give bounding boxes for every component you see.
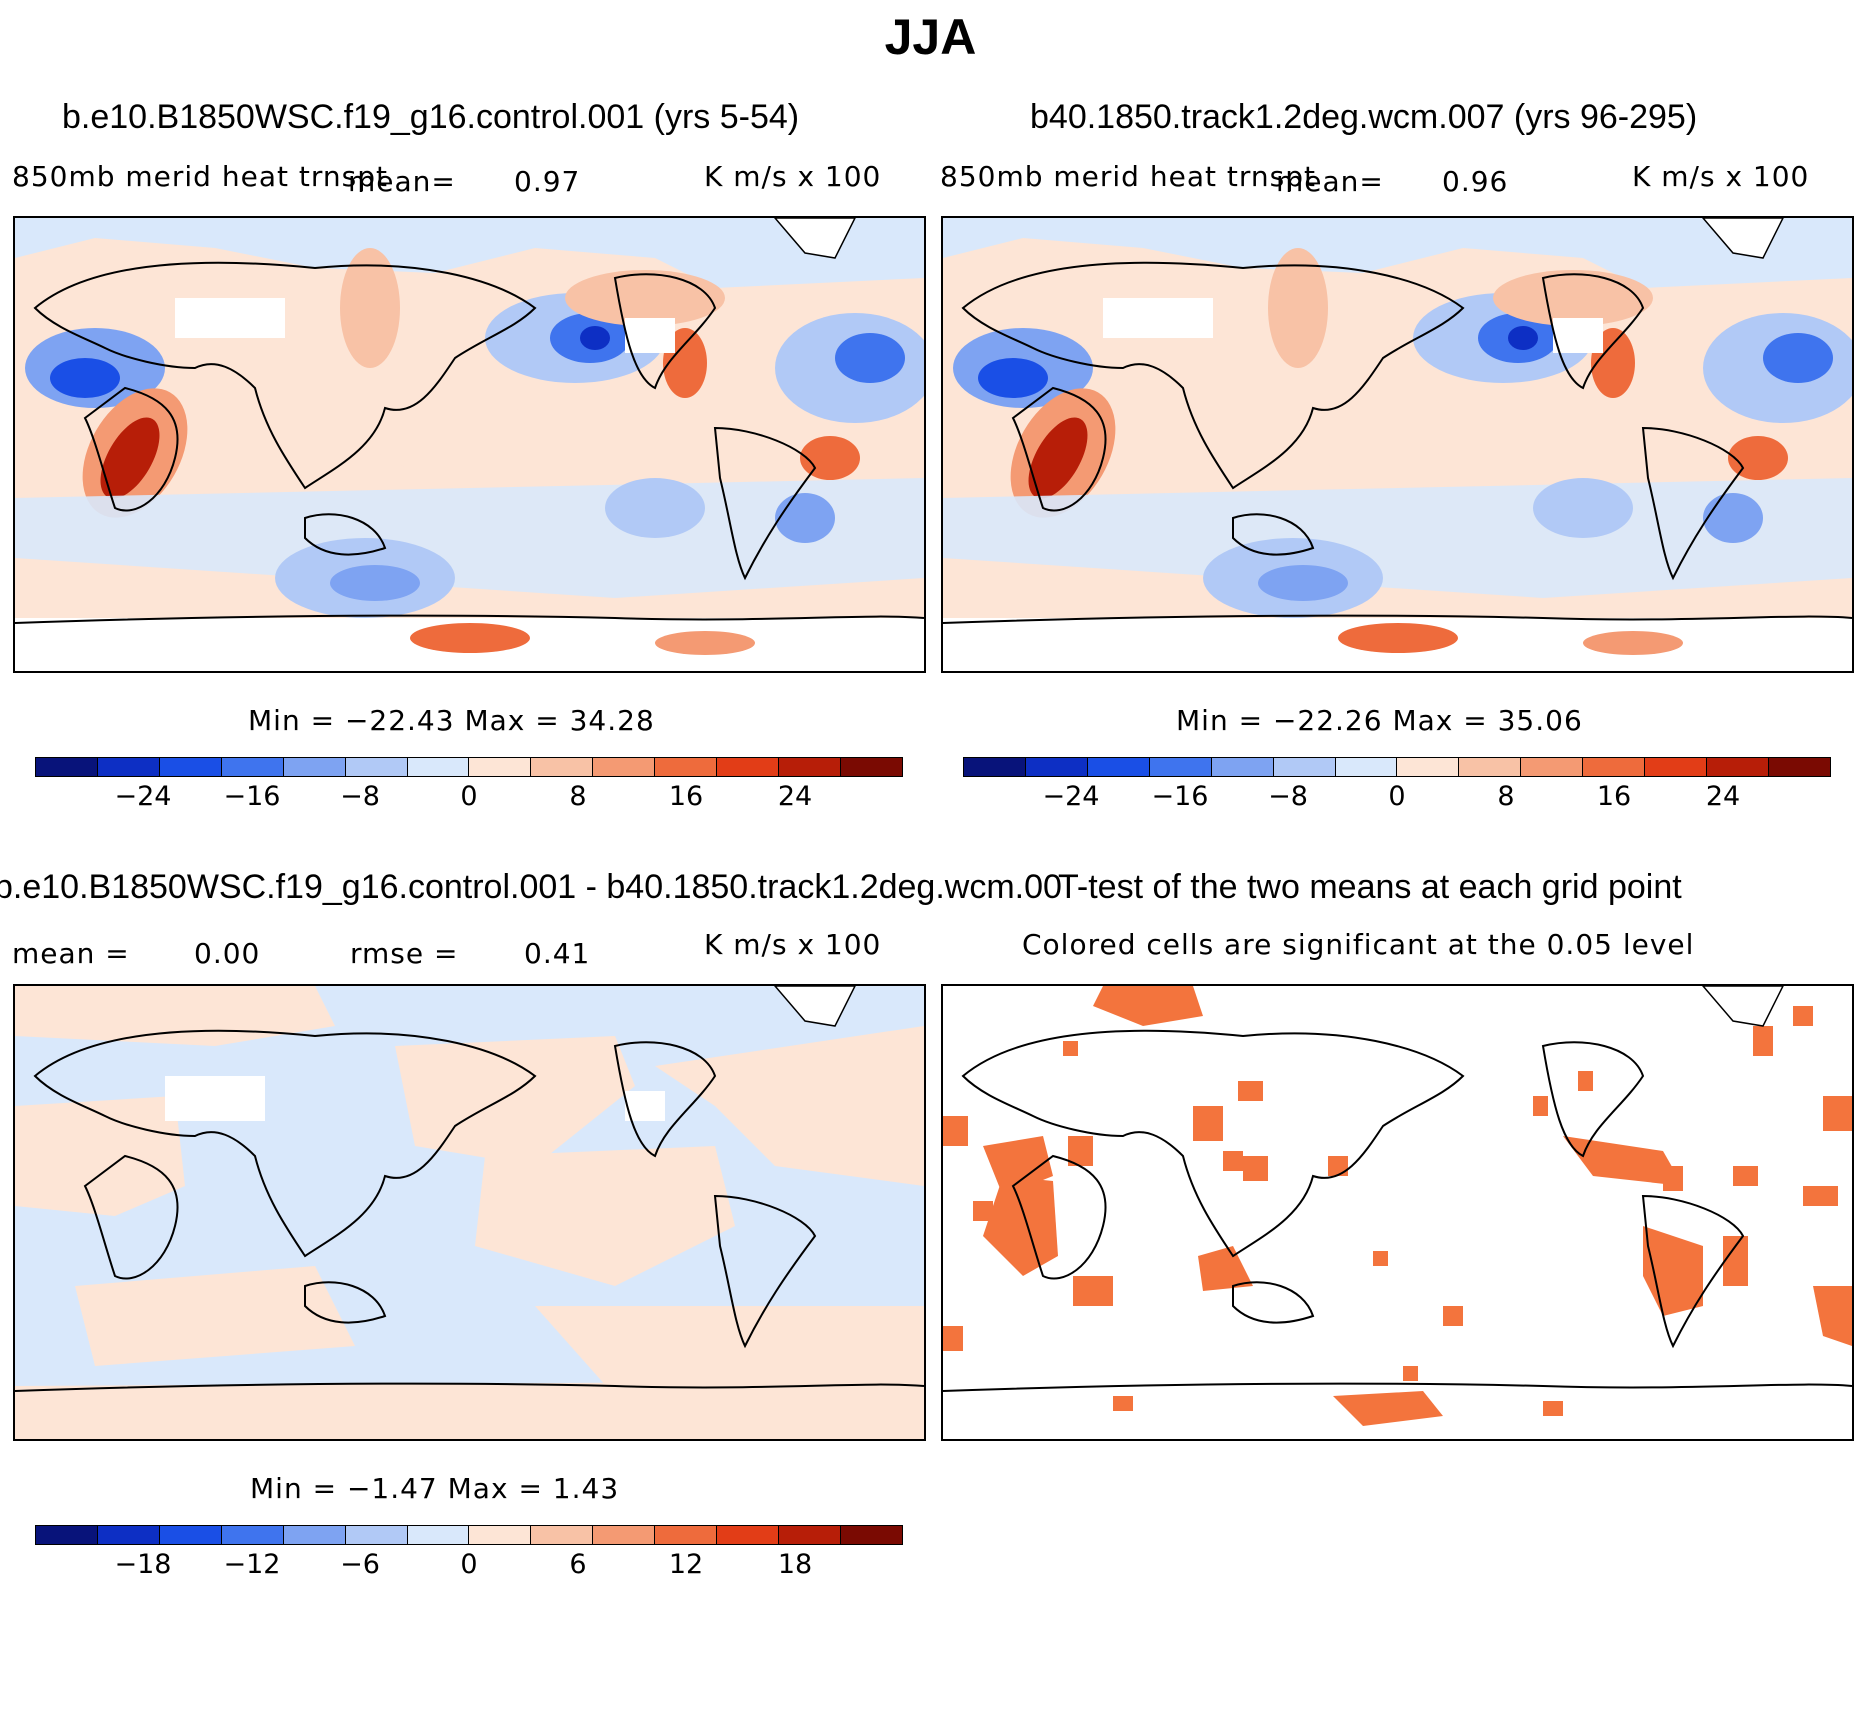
cbar-swatch — [1645, 758, 1708, 776]
panel-tr-units: K m/s x 100 — [1632, 160, 1810, 193]
panel-tl-map — [13, 216, 926, 673]
panel-bl-title: b.e10.B1850WSC.f19_g16.control.001 - b40… — [0, 868, 1062, 906]
cbar-swatch — [97, 1526, 160, 1544]
cbar-swatch — [593, 1526, 656, 1544]
panel-tr-tick: 8 — [1497, 781, 1515, 812]
panel-bl-tick: 6 — [569, 1549, 587, 1580]
panel-tl-tick: 16 — [668, 781, 704, 812]
cbar-swatch — [779, 1526, 841, 1544]
panel-bl-tick: −6 — [340, 1549, 380, 1580]
panel-tl-tick: 0 — [460, 781, 478, 812]
panel-br-title: T-test of the two means at each grid poi… — [1058, 868, 1682, 906]
cbar-swatch — [1273, 758, 1336, 776]
panel-tr-tick: −8 — [1268, 781, 1308, 812]
cbar-swatch — [1707, 758, 1769, 776]
panel-tr-tick: 0 — [1388, 781, 1406, 812]
panel-tl-units: K m/s x 100 — [704, 160, 882, 193]
cbar-swatch — [221, 758, 284, 776]
cbar-swatch — [964, 758, 1026, 776]
panel-bl-colorbar — [35, 1525, 903, 1545]
panel-tr-tick: −24 — [1042, 781, 1100, 812]
cbar-swatch — [221, 1526, 284, 1544]
panel-tl-tick: −24 — [114, 781, 172, 812]
cbar-swatch — [407, 1526, 470, 1544]
cbar-swatch — [36, 1526, 98, 1544]
panel-tr-title: b40.1850.track1.2deg.wcm.007 (yrs 96-295… — [1030, 98, 1698, 136]
panel-bl-mean-value: 0.00 — [194, 937, 261, 970]
panel-bl-tick: 18 — [777, 1549, 813, 1580]
cbar-swatch — [407, 758, 470, 776]
panel-tl-variable: 850mb merid heat trnspt — [12, 160, 388, 193]
cbar-swatch — [1087, 758, 1150, 776]
panel-tl-tick: 24 — [777, 781, 813, 812]
panel-tr-mean-label: mean= — [1276, 165, 1384, 198]
panel-bl-tick: −18 — [114, 1549, 172, 1580]
cbar-swatch — [531, 1526, 594, 1544]
cbar-swatch — [531, 758, 594, 776]
page-title: JJA — [884, 9, 977, 65]
cbar-swatch — [840, 1526, 902, 1544]
panel-tl-tick: 8 — [569, 781, 587, 812]
panel-tr-mean-value: 0.96 — [1442, 165, 1509, 198]
cbar-swatch — [717, 758, 780, 776]
panel-bl-mean-label: mean = — [12, 937, 130, 970]
panel-br-subtitle: Colored cells are significant at the 0.0… — [1022, 928, 1695, 961]
cbar-swatch — [779, 758, 841, 776]
cbar-swatch — [345, 1526, 408, 1544]
cbar-swatch — [1583, 758, 1646, 776]
panel-tr-variable: 850mb merid heat trnspt — [940, 160, 1316, 193]
cbar-swatch — [655, 1526, 718, 1544]
cbar-swatch — [469, 758, 532, 776]
panel-tr-minmax: Min = −22.26 Max = 35.06 — [1176, 704, 1583, 737]
cbar-swatch — [1211, 758, 1274, 776]
panel-tl-title: b.e10.B1850WSC.f19_g16.control.001 (yrs … — [62, 98, 800, 136]
cbar-swatch — [283, 758, 346, 776]
cbar-swatch — [840, 758, 902, 776]
panel-br-map — [941, 984, 1854, 1441]
cbar-swatch — [1521, 758, 1584, 776]
panel-bl-tick: 12 — [668, 1549, 704, 1580]
panel-tr-tick: 24 — [1705, 781, 1741, 812]
panel-bl-map — [13, 984, 926, 1441]
cbar-swatch — [655, 758, 718, 776]
cbar-swatch — [593, 758, 656, 776]
panel-tl-tick: −16 — [223, 781, 281, 812]
panel-bl-minmax: Min = −1.47 Max = 1.43 — [250, 1472, 620, 1505]
panel-tr-map — [941, 216, 1854, 673]
cbar-swatch — [1149, 758, 1212, 776]
panel-tl-colorbar — [35, 757, 903, 777]
cbar-swatch — [469, 1526, 532, 1544]
panel-bl-units: K m/s x 100 — [704, 928, 882, 961]
cbar-swatch — [1768, 758, 1830, 776]
cbar-swatch — [159, 758, 222, 776]
panel-tr-tick: 16 — [1596, 781, 1632, 812]
panel-tl-tick: −8 — [340, 781, 380, 812]
panel-tl-mean-label: mean= — [348, 165, 456, 198]
panel-bl-rmse-label: rmse = — [350, 937, 459, 970]
cbar-swatch — [283, 1526, 346, 1544]
panel-tr-colorbar — [963, 757, 1831, 777]
panel-bl-tick: 0 — [460, 1549, 478, 1580]
cbar-swatch — [97, 758, 160, 776]
cbar-swatch — [1397, 758, 1460, 776]
cbar-swatch — [1025, 758, 1088, 776]
cbar-swatch — [159, 1526, 222, 1544]
panel-tl-minmax: Min = −22.43 Max = 34.28 — [248, 704, 655, 737]
panel-bl-tick: −12 — [223, 1549, 281, 1580]
panel-bl-rmse-value: 0.41 — [524, 937, 591, 970]
cbar-swatch — [345, 758, 408, 776]
cbar-swatch — [1459, 758, 1522, 776]
cbar-swatch — [1335, 758, 1398, 776]
cbar-swatch — [36, 758, 98, 776]
cbar-swatch — [717, 1526, 780, 1544]
panel-tl-mean-value: 0.97 — [514, 165, 581, 198]
panel-tr-tick: −16 — [1151, 781, 1209, 812]
